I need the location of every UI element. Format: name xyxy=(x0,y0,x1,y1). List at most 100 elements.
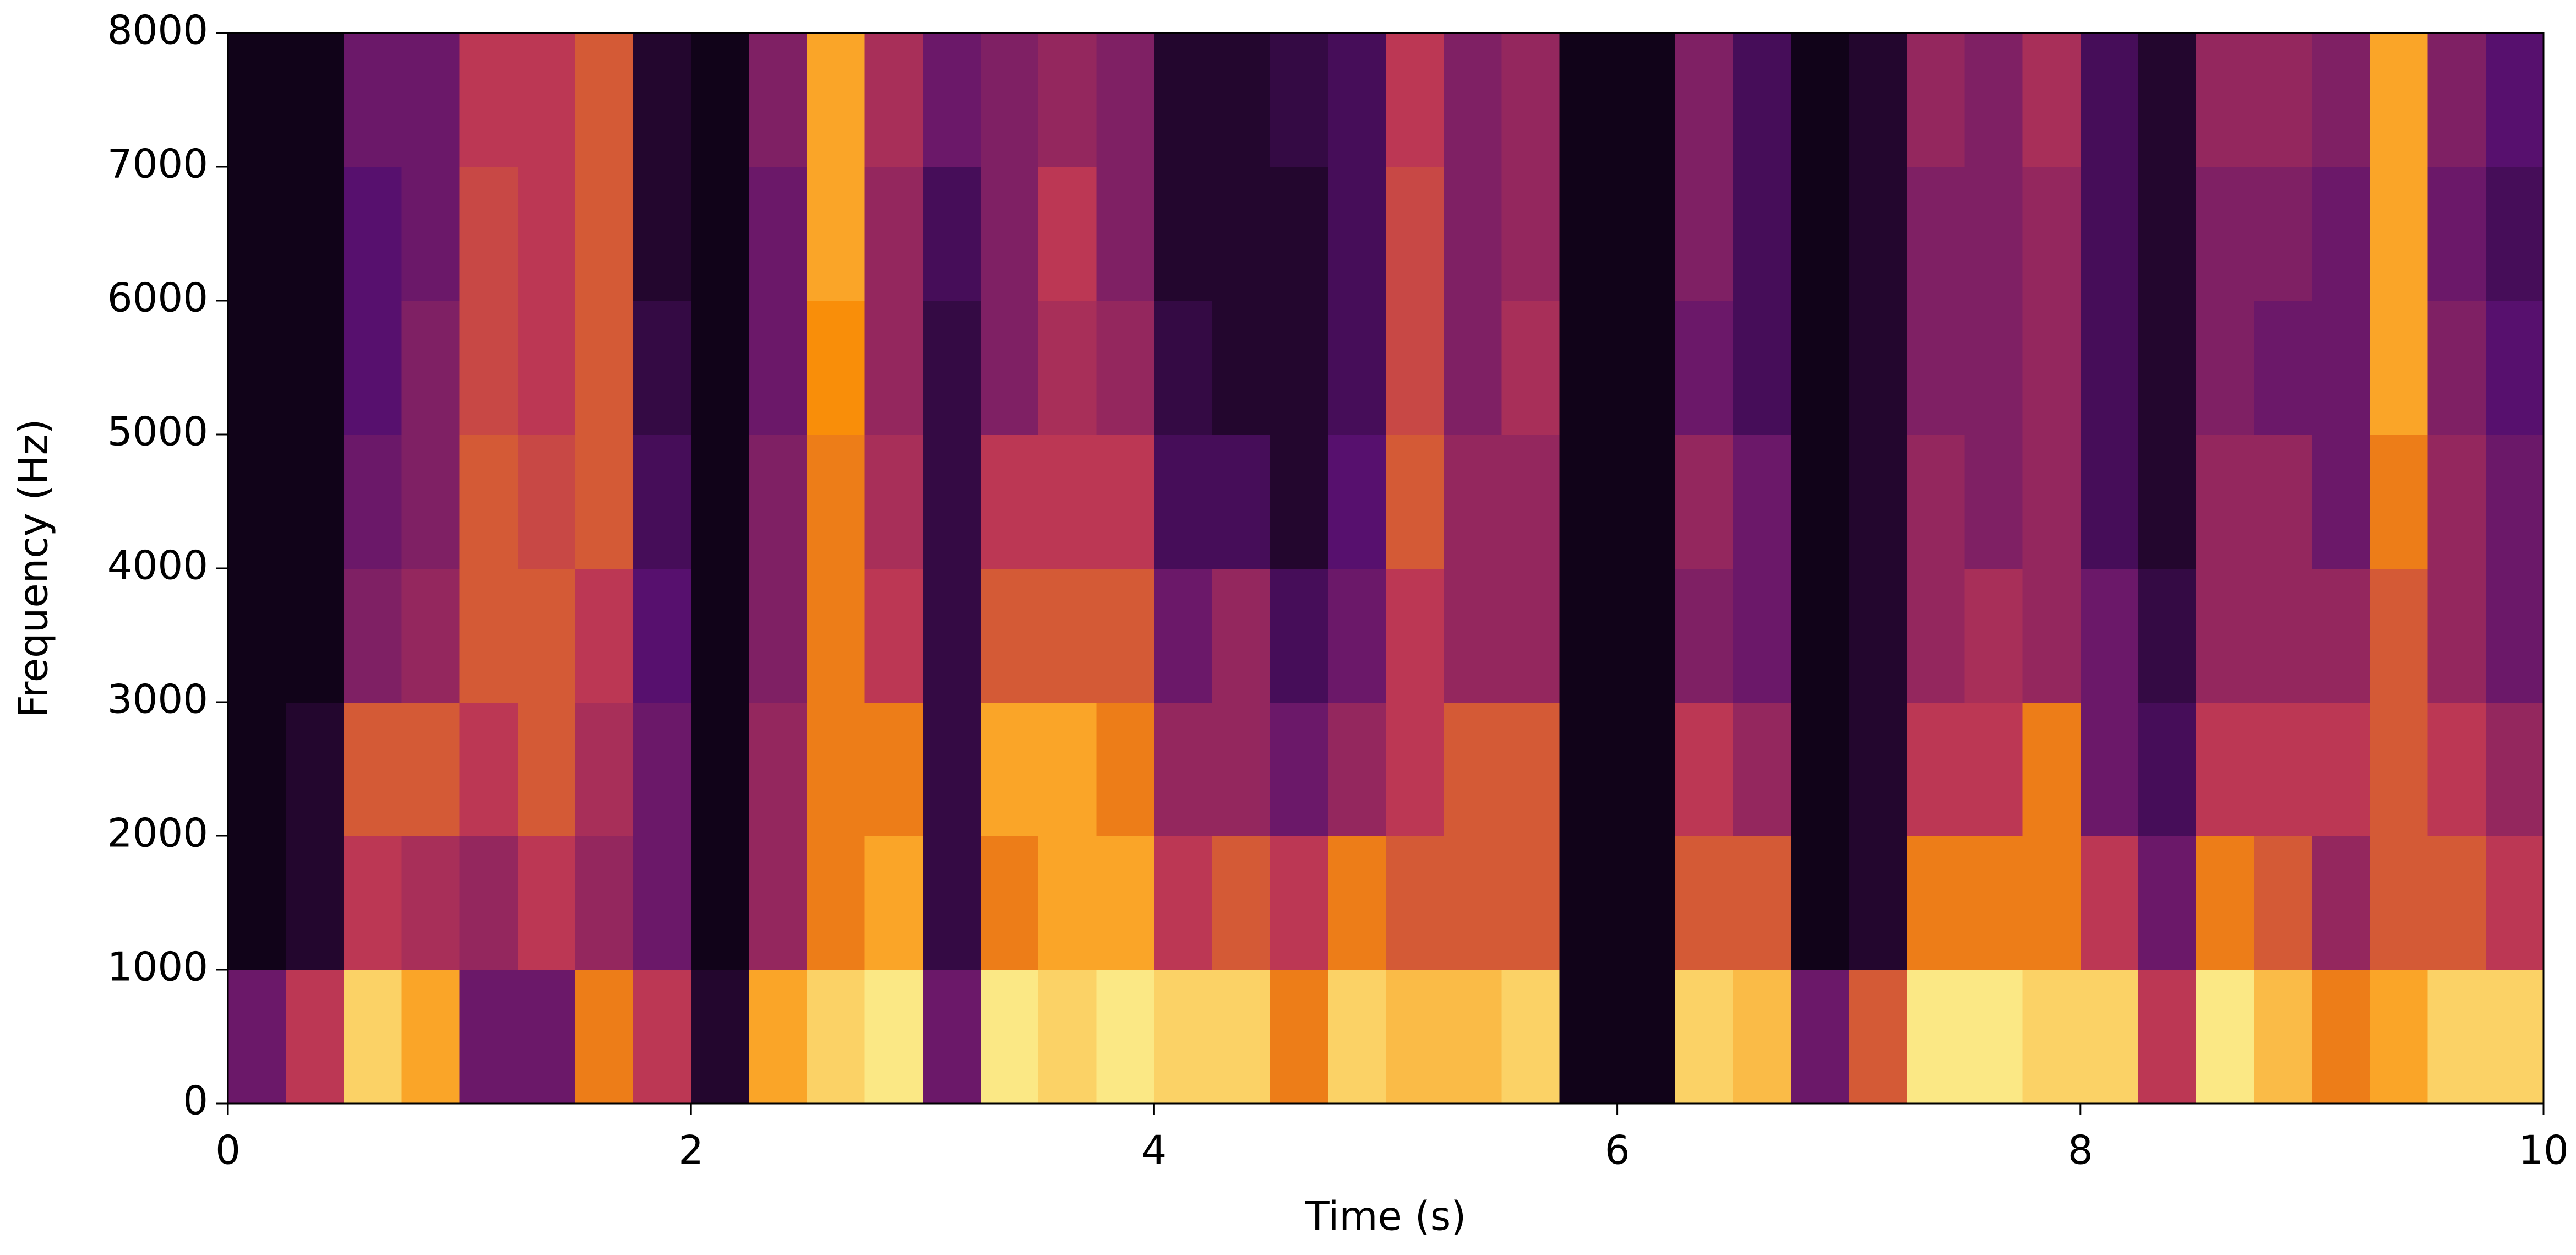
x-tick-label: 6 xyxy=(1605,1127,1630,1173)
spectrogram-cell xyxy=(691,970,750,1104)
spectrogram-cell xyxy=(807,33,865,167)
spectrogram-cell xyxy=(401,836,460,970)
spectrogram-cell xyxy=(2080,836,2139,970)
spectrogram-cell xyxy=(633,702,692,836)
spectrogram-cell xyxy=(2196,702,2255,836)
spectrogram-cell xyxy=(2485,970,2544,1104)
spectrogram xyxy=(228,33,2544,1104)
spectrogram-cell xyxy=(1327,301,1386,435)
spectrogram-cell xyxy=(2370,568,2428,703)
spectrogram-cell xyxy=(1096,970,1155,1104)
spectrogram-cell xyxy=(2254,970,2313,1104)
spectrogram-cell xyxy=(980,836,1039,970)
spectrogram-cell xyxy=(864,301,923,435)
spectrogram-cell xyxy=(517,434,576,569)
spectrogram-cell xyxy=(1154,167,1213,301)
y-tick-label: 4000 xyxy=(107,542,208,589)
spectrogram-cell xyxy=(1154,568,1213,703)
spectrogram-cell xyxy=(517,836,576,970)
spectrogram-cell xyxy=(864,568,923,703)
spectrogram-cell xyxy=(517,702,576,836)
spectrogram-cell xyxy=(286,970,345,1104)
spectrogram-cell xyxy=(691,33,750,167)
spectrogram-cell xyxy=(864,167,923,301)
spectrogram-cell xyxy=(1038,33,1097,167)
spectrogram-cell xyxy=(1791,568,1850,703)
spectrogram-cell xyxy=(1154,970,1213,1104)
spectrogram-cell xyxy=(1907,970,1965,1104)
spectrogram-cell xyxy=(1907,836,1965,970)
spectrogram-cell xyxy=(517,568,576,703)
spectrogram-cell xyxy=(807,702,865,836)
spectrogram-cell xyxy=(2485,568,2544,703)
spectrogram-cell xyxy=(1096,568,1155,703)
spectrogram-cell xyxy=(749,167,808,301)
spectrogram-cell xyxy=(1964,836,2023,970)
spectrogram-cell xyxy=(1675,33,1734,167)
spectrogram-cell xyxy=(2022,301,2081,435)
spectrogram-cell xyxy=(517,167,576,301)
spectrogram-cell xyxy=(1154,301,1213,435)
spectrogram-cell xyxy=(864,970,923,1104)
spectrogram-cell xyxy=(1559,568,1618,703)
spectrogram-cell xyxy=(1617,702,1676,836)
spectrogram-cell xyxy=(2312,33,2371,167)
spectrogram-cell xyxy=(2427,702,2486,836)
spectrogram-cell xyxy=(1733,836,1792,970)
spectrogram-cell xyxy=(344,301,402,435)
spectrogram-cell xyxy=(1617,434,1676,569)
spectrogram-cell xyxy=(1675,568,1734,703)
spectrogram-cell xyxy=(2312,434,2371,569)
spectrogram-cell xyxy=(922,568,981,703)
spectrogram-cell xyxy=(1096,836,1155,970)
spectrogram-cell xyxy=(691,568,750,703)
spectrogram-cell xyxy=(749,568,808,703)
spectrogram-cell xyxy=(2080,568,2139,703)
y-tick-label: 2000 xyxy=(107,810,208,856)
spectrogram-cell xyxy=(1849,970,1908,1104)
spectrogram-cell xyxy=(2080,301,2139,435)
spectrogram-cell xyxy=(401,33,460,167)
spectrogram-cell xyxy=(1270,33,1328,167)
spectrogram-cell xyxy=(344,568,402,703)
spectrogram-cell xyxy=(1791,167,1850,301)
y-tick-label: 3000 xyxy=(107,676,208,722)
spectrogram-cell xyxy=(2196,434,2255,569)
spectrogram-cell xyxy=(228,434,287,569)
spectrogram-cell xyxy=(1327,434,1386,569)
spectrogram-cell xyxy=(1675,434,1734,569)
spectrogram-cell xyxy=(1849,301,1908,435)
spectrogram-cell xyxy=(807,301,865,435)
spectrogram-cell xyxy=(2196,970,2255,1104)
spectrogram-cell xyxy=(749,33,808,167)
spectrogram-cell xyxy=(1907,301,1965,435)
spectrogram-cell xyxy=(1096,33,1155,167)
spectrogram-cell xyxy=(633,568,692,703)
spectrogram-cell xyxy=(459,702,518,836)
spectrogram-cell xyxy=(749,702,808,836)
spectrogram-cell xyxy=(691,301,750,435)
spectrogram-cell xyxy=(1733,434,1792,569)
spectrogram-cell xyxy=(517,33,576,167)
y-tick-label: 0 xyxy=(183,1078,208,1124)
spectrogram-cell xyxy=(1617,301,1676,435)
spectrogram-cell xyxy=(1733,568,1792,703)
spectrogram-cell xyxy=(1212,434,1271,569)
spectrogram-cell xyxy=(2196,167,2255,301)
spectrogram-cell xyxy=(1791,33,1850,167)
spectrogram-cell xyxy=(1038,167,1097,301)
spectrogram-cell xyxy=(1327,568,1386,703)
spectrogram-cell xyxy=(1270,836,1328,970)
spectrogram-cell xyxy=(286,836,345,970)
spectrogram-cell xyxy=(459,568,518,703)
spectrogram-cell xyxy=(980,33,1039,167)
spectrogram-cell xyxy=(2080,702,2139,836)
spectrogram-cell xyxy=(2254,167,2313,301)
spectrogram-cell xyxy=(749,301,808,435)
spectrogram-cell xyxy=(2427,970,2486,1104)
spectrogram-cell xyxy=(922,167,981,301)
spectrogram-cell xyxy=(1733,33,1792,167)
spectrogram-cell xyxy=(401,167,460,301)
spectrogram-cell xyxy=(2370,702,2428,836)
spectrogram-cell xyxy=(2427,301,2486,435)
